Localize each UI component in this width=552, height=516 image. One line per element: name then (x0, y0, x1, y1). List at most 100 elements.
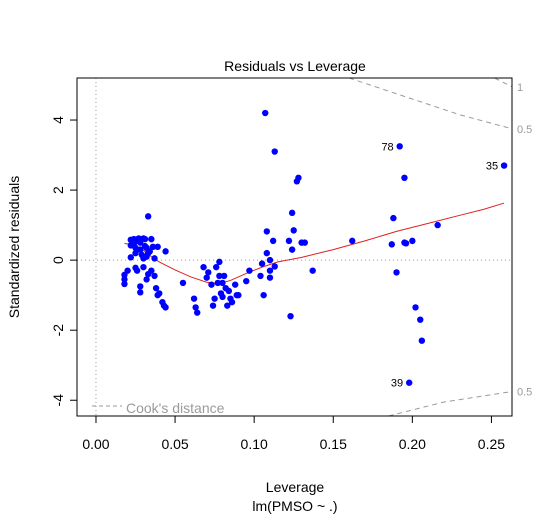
data-point (208, 281, 215, 288)
data-point (269, 237, 277, 245)
data-point (288, 209, 296, 217)
x-tick-label: 0.00 (82, 436, 109, 452)
data-point (214, 279, 221, 287)
data-point (205, 269, 212, 276)
data-point (434, 221, 441, 229)
data-point (225, 287, 233, 295)
data-point (151, 255, 158, 262)
cooks-distance-contours: 1 0.5 0.5 (348, 78, 532, 416)
data-point (192, 304, 199, 311)
data-point (390, 214, 397, 222)
y-tick-label: 4 (50, 116, 66, 124)
data-point (396, 143, 403, 150)
data-point (137, 246, 144, 253)
data-point (162, 304, 169, 311)
data-point (235, 291, 242, 299)
data-point (266, 267, 274, 274)
point-label-35: 35 (486, 161, 498, 173)
data-point (137, 289, 144, 296)
data-point (263, 249, 271, 257)
data-point (209, 302, 217, 309)
data-point (124, 267, 131, 274)
data-point (500, 162, 508, 169)
data-point (231, 281, 239, 288)
data-point (412, 304, 419, 311)
data-point (154, 243, 161, 251)
point-labels: 78 35 39 (381, 141, 498, 389)
data-point (156, 290, 163, 297)
x-axis: 0.00 0.05 0.10 0.15 0.20 0.25 (82, 416, 505, 452)
data-point (151, 272, 158, 280)
y-axis-label: Standardized residuals (6, 176, 22, 318)
data-point (266, 256, 274, 264)
plot-frame (76, 77, 513, 417)
cooks-contour-label-0: 1 (517, 82, 523, 94)
data-point (263, 228, 271, 235)
data-point (200, 263, 207, 271)
data-point (121, 280, 128, 288)
data-point (418, 337, 426, 344)
cooks-contour-top-0 (494, 78, 512, 88)
data-point (162, 248, 169, 255)
data-point (301, 239, 308, 246)
data-point (393, 269, 400, 276)
cooks-distance-legend: Cook's distance (92, 400, 225, 416)
data-point (258, 260, 266, 267)
data-point (271, 148, 278, 155)
data-point (146, 248, 153, 255)
data-point (148, 235, 155, 243)
data-point (417, 316, 424, 323)
cooks-contour-label-2: 0.5 (517, 386, 532, 398)
data-point (219, 279, 226, 287)
data-point (287, 312, 294, 320)
x-tick-label: 0.10 (241, 436, 268, 452)
data-point (148, 267, 155, 274)
x-tick-label: 0.20 (399, 436, 426, 452)
cooks-contour-top-1 (348, 78, 512, 130)
point-label-78: 78 (381, 141, 393, 153)
data-point (211, 295, 218, 302)
data-point (190, 295, 198, 302)
data-point (295, 174, 302, 182)
data-point (243, 277, 250, 285)
y-axis: 4 2 0 -2 -4 (50, 116, 77, 407)
data-point (224, 302, 231, 309)
data-point (127, 254, 134, 261)
y-tick-label: -4 (50, 394, 66, 407)
data-point (121, 276, 128, 283)
data-point (246, 267, 253, 274)
data-point (179, 279, 187, 287)
data-point (194, 309, 201, 316)
y-tick-label: 0 (50, 256, 66, 264)
model-formula-subtitle: lm(PMSO ~ .) (252, 498, 337, 514)
data-point (132, 249, 139, 257)
data-point (257, 272, 264, 280)
data-point (216, 258, 223, 266)
data-point (140, 263, 147, 271)
x-tick-label: 0.05 (161, 436, 188, 452)
data-point (228, 298, 236, 306)
y-tick-label: 2 (50, 186, 66, 194)
data-point (409, 237, 416, 245)
cooks-contour-label-1: 0.5 (517, 124, 532, 136)
data-point (266, 274, 274, 281)
data-point (402, 240, 410, 247)
data-point (213, 263, 220, 271)
data-point (405, 379, 413, 386)
data-point (288, 246, 296, 253)
data-points (121, 109, 508, 386)
data-point (216, 272, 223, 280)
data-point (309, 267, 316, 274)
y-tick-label: -2 (50, 324, 66, 337)
x-tick-label: 0.15 (320, 436, 347, 452)
data-point (388, 241, 395, 248)
data-point (152, 284, 160, 292)
data-point (149, 243, 157, 251)
x-axis-label: Leverage (266, 479, 325, 495)
data-point (143, 276, 150, 283)
data-point (133, 267, 141, 274)
data-point (141, 235, 149, 243)
cooks-contour-bottom-2 (388, 390, 512, 416)
data-point (349, 237, 356, 245)
